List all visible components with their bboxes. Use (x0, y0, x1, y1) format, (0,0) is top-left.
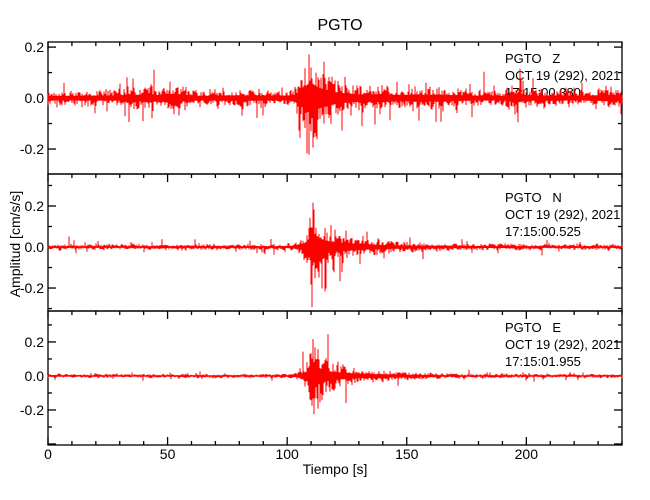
x-tick-label: 200 (515, 446, 539, 462)
x-tick-label: 50 (160, 446, 176, 462)
y-axis-label: Amplitud [cm/s/s] (7, 191, 23, 298)
x-tick-label: 0 (44, 446, 52, 462)
panel-e-labels: PGTO E OCT 19 (292), 2021 17:15:01.955 (505, 320, 620, 369)
y-tick-label: 0.0 (25, 239, 45, 255)
figure-title: PGTO (317, 17, 362, 34)
waveform-trace-n (47, 202, 623, 307)
x-tick-label: 100 (275, 446, 299, 462)
time-label-n: 17:15:00.525 (505, 224, 581, 239)
channel-id-label-z: PGTO Z (505, 51, 560, 66)
date-label-e: OCT 19 (292), 2021 (505, 337, 620, 352)
waveform-trace-z (47, 54, 623, 155)
y-tick-label: 0.0 (25, 368, 45, 384)
date-label-n: OCT 19 (292), 2021 (505, 207, 620, 222)
axes-layer: -0.2 0.0 0.2 -0.2 0.0 0.2 -0.2 0.0 0.2 0 50 100 150 2… (20, 39, 623, 462)
y-tick-label: 0.2 (25, 198, 45, 214)
waveform-trace-e (47, 334, 623, 415)
time-label-e: 17:15:01.955 (505, 354, 581, 369)
y-tick-label: 0.2 (25, 334, 45, 350)
y-tick-label: -0.2 (20, 280, 44, 296)
channel-id-label-e: PGTO E (505, 320, 561, 335)
traces-layer (47, 54, 623, 415)
x-tick-label: 150 (395, 446, 419, 462)
panel-n-labels: PGTO N OCT 19 (292), 2021 17:15:00.525 (505, 190, 620, 239)
y-tick-label: -0.2 (20, 402, 44, 418)
y-tick-label: 0.0 (25, 90, 45, 106)
channel-id-label-n: PGTO N (505, 190, 562, 205)
y-tick-label: 0.2 (25, 39, 45, 55)
date-label-z: OCT 19 (292), 2021 (505, 68, 620, 83)
x-axis-label: Tiempo [s] (303, 461, 368, 477)
y-tick-label: -0.2 (20, 141, 44, 157)
